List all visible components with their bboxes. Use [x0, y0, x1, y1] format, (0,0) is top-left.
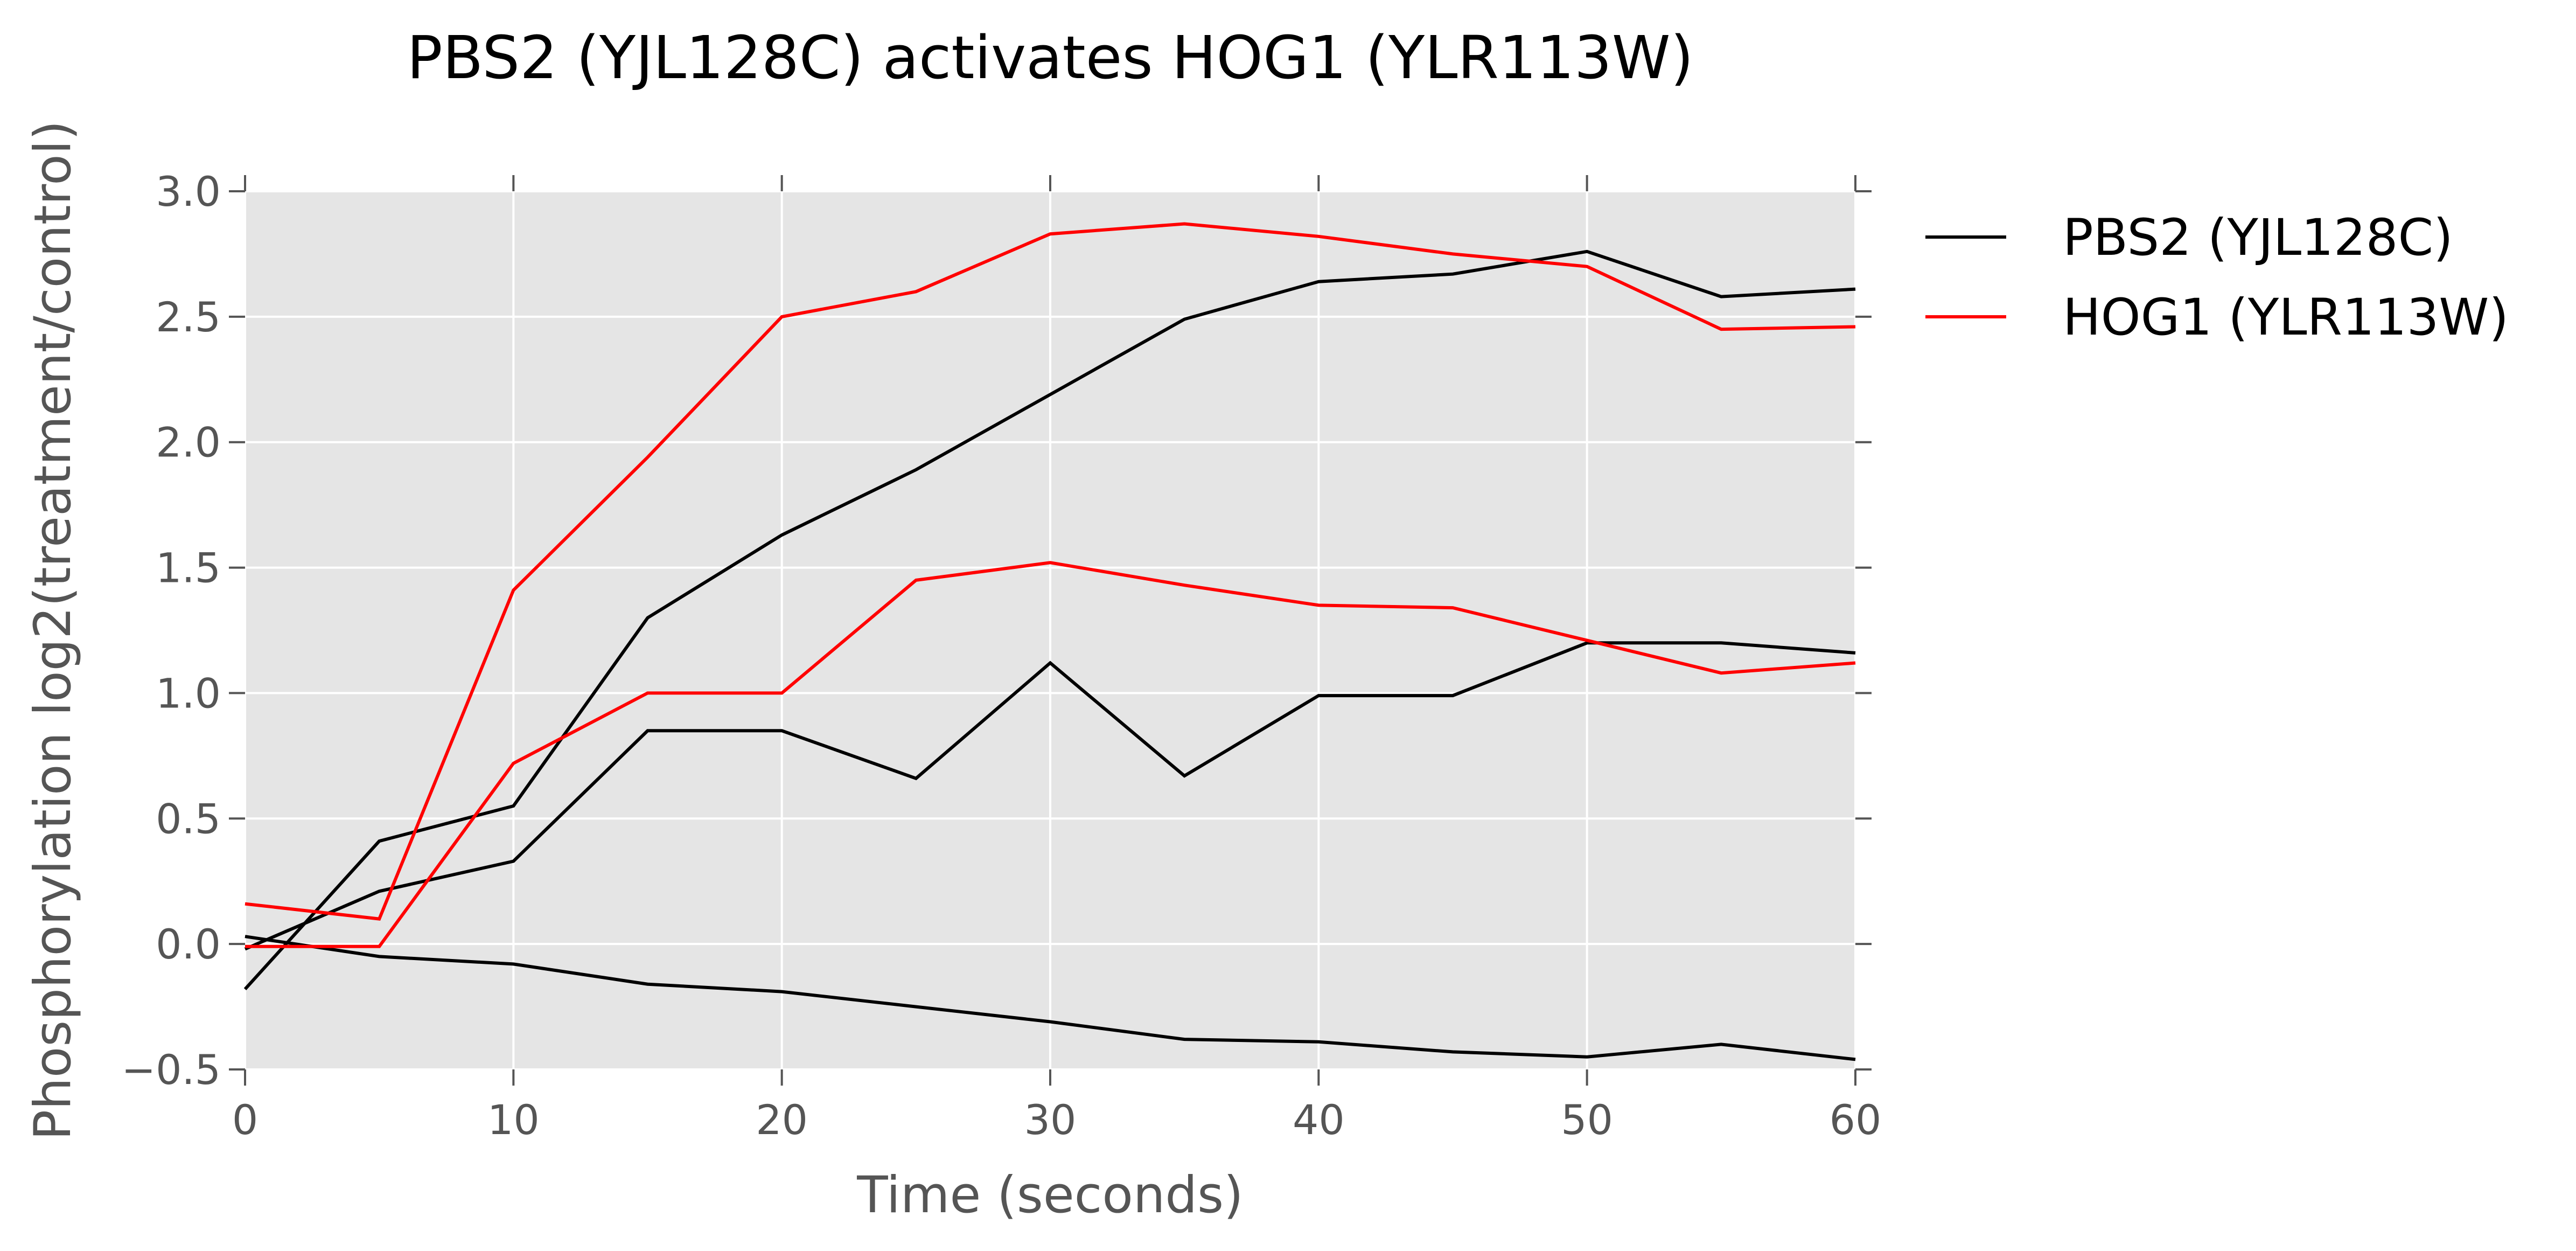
x-tick-label: 30	[1024, 1096, 1077, 1144]
legend-item: PBS2 (YJL128C)	[1925, 208, 2453, 267]
series-line-3	[245, 935, 1856, 1061]
y-tick-label: −0.5	[121, 1046, 221, 1094]
series-line-2	[244, 641, 1856, 951]
x-tick-label: 60	[1830, 1096, 1882, 1144]
legend-label: HOG1 (YLR113W)	[2063, 288, 2509, 347]
x-tick-label: 10	[487, 1096, 540, 1144]
y-tick-label: 2.0	[156, 419, 221, 467]
y-tick-label: 1.0	[156, 669, 221, 717]
series-lines	[243, 222, 1856, 1061]
series-line-5	[245, 561, 1856, 948]
axis-ticks	[229, 175, 1872, 1086]
x-axis-label: Time (seconds)	[856, 1166, 1243, 1225]
chart-title: PBS2 (YJL128C) activates HOG1 (YLR113W)	[407, 23, 1693, 92]
x-tick-labels: 0 10 20 30 40 50 60	[232, 1096, 1882, 1144]
series-line-1	[243, 249, 1856, 991]
series-line-4	[245, 222, 1856, 921]
legend: PBS2 (YJL128C) HOG1 (YLR113W)	[1925, 208, 2509, 347]
y-axis-label: Phosphorylation log2(treatment/control)	[24, 121, 82, 1141]
y-tick-label: 1.5	[156, 544, 221, 592]
y-tick-label: 3.0	[156, 168, 221, 216]
y-tick-labels: −0.5 0.0 0.5 1.0 1.5 2.0 2.5 3.0	[121, 168, 221, 1094]
x-tick-label: 20	[756, 1096, 808, 1144]
y-tick-label: 0.5	[156, 795, 221, 843]
x-tick-label: 40	[1293, 1096, 1345, 1144]
legend-label: PBS2 (YJL128C)	[2063, 208, 2453, 267]
x-tick-label: 0	[232, 1096, 258, 1144]
y-tick-label: 2.5	[156, 293, 221, 341]
x-tick-label: 50	[1561, 1096, 1613, 1144]
y-tick-label: 0.0	[156, 920, 221, 968]
legend-item: HOG1 (YLR113W)	[1925, 288, 2509, 347]
